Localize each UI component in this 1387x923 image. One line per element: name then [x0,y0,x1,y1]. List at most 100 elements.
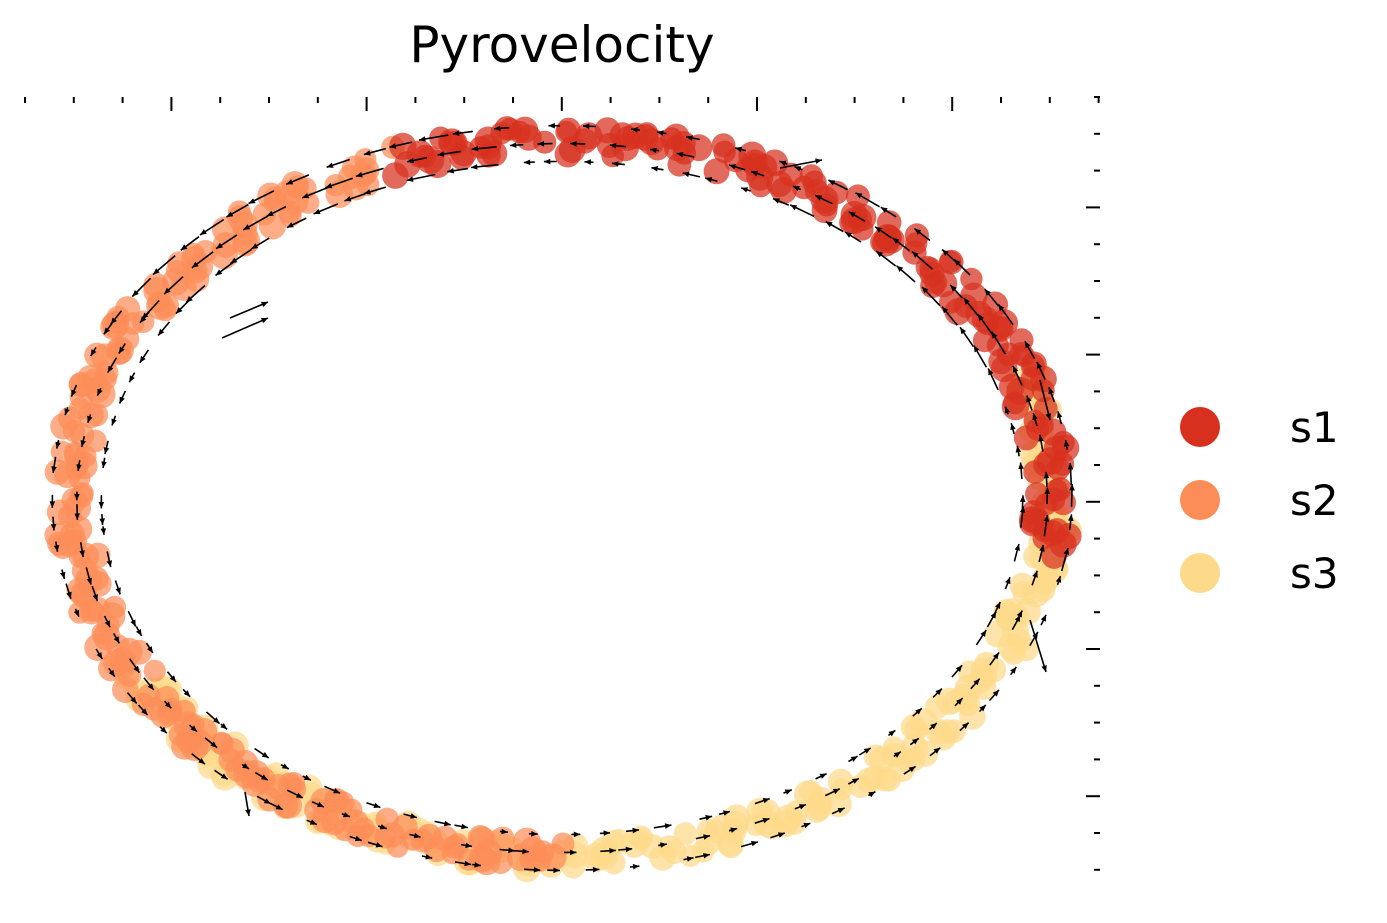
velocity-arrow [1026,395,1033,411]
velocity-arrow [740,840,759,848]
velocity-arrow [718,810,731,816]
velocity-arrow [631,127,640,133]
velocity-arrow [874,226,892,239]
velocity-arrow [215,261,234,277]
velocity-arrows [49,122,1075,874]
velocity-arrow [1069,483,1075,507]
velocity-arrow [1018,462,1024,479]
point-s2 [84,566,109,591]
point-s3 [793,780,822,809]
velocity-arrow [1013,543,1020,562]
velocity-arrow [499,828,508,835]
velocity-arrow [79,542,85,558]
velocity-arrow [91,585,99,602]
velocity-arrow [997,303,1014,326]
velocity-arrow [363,186,387,195]
velocity-arrow [128,658,141,674]
velocity-arrow [256,795,272,805]
velocity-arrow [266,205,287,217]
velocity-arrow [963,297,982,320]
velocity-arrow [280,763,290,770]
velocity-arrow [548,122,561,129]
velocity-arrow [1044,487,1051,505]
velocity-arrow [254,747,270,759]
point-s1 [1055,523,1082,550]
legend-marker-s2 [1180,480,1220,520]
legend-label-s1: s1 [1290,403,1339,452]
velocity-arrow [143,677,155,691]
velocity-arrow [909,737,920,746]
velocity-arrow [73,608,80,618]
velocity-arrow [325,177,354,189]
point-s2 [551,832,575,856]
velocity-arrow [954,697,964,707]
velocity-arrow [855,192,881,208]
point-s3 [696,818,720,842]
velocity-arrow [584,159,594,165]
velocity-arrow [103,615,111,628]
velocity-arrow [159,726,168,734]
point-s3 [673,822,697,846]
legend-label-s3: s3 [1290,549,1339,598]
velocity-arrow [141,299,160,320]
velocity-arrow [118,343,126,354]
velocity-arrow [248,190,275,205]
velocity-arrow [103,440,110,455]
velocity-arrow [460,842,473,849]
velocity-arrow [377,824,388,830]
velocity-arrow [215,234,238,250]
velocity-arrow [1043,514,1050,537]
velocity-arrow [221,317,269,339]
point-s1 [802,170,827,195]
velocity-arrow [779,158,823,169]
point-s2 [227,205,254,231]
velocity-arrow [244,791,251,817]
scatter-points [44,116,1082,883]
velocity-arrow [182,688,191,698]
velocity-arrow [65,583,72,599]
velocity-arrow [1015,445,1022,457]
velocity-arrow [311,801,325,808]
velocity-arrow [1060,547,1069,572]
velocity-arrow [959,326,975,348]
legend-marker-s1 [1180,407,1220,447]
point-s1 [685,134,713,162]
velocity-arrow [728,164,746,171]
velocity-arrow [1011,614,1022,631]
velocity-arrow [163,276,184,295]
velocity-arrow [524,867,541,873]
velocity-arrow [188,724,198,733]
velocity-arrow [1024,340,1036,359]
velocity-arrow [792,185,802,192]
velocity-arrow [191,251,214,269]
velocity-arrow [618,846,633,853]
legend: s1 s2 s3 [1180,403,1339,598]
velocity-arrow [770,832,786,839]
velocity-arrow [825,220,844,233]
velocity-arrow [959,722,970,732]
velocity-arrow [111,415,117,426]
velocity-arrow [887,729,896,737]
velocity-arrow [349,835,362,842]
point-s1 [443,130,468,155]
velocity-arrow [1067,462,1074,486]
velocity-arrow [493,125,510,132]
velocity-arrow [108,667,116,678]
velocity-arrow [953,258,971,276]
point-s1 [1032,527,1055,550]
velocity-arrow [928,722,938,731]
velocity-arrow [794,803,807,810]
velocity-arrow [286,217,307,229]
velocity-arrow [152,254,176,276]
point-s1 [851,218,874,241]
velocity-arrow [989,652,1000,666]
velocity-arrow [543,158,557,165]
velocity-arrow [107,357,118,374]
velocity-arrow [452,130,473,136]
point-s2 [112,676,139,703]
velocity-arrow [70,384,78,397]
velocity-arrow [975,629,987,646]
velocity-arrow [118,390,127,404]
legend-entry-s1: s1 [1180,403,1339,452]
top-axis [24,97,1100,111]
